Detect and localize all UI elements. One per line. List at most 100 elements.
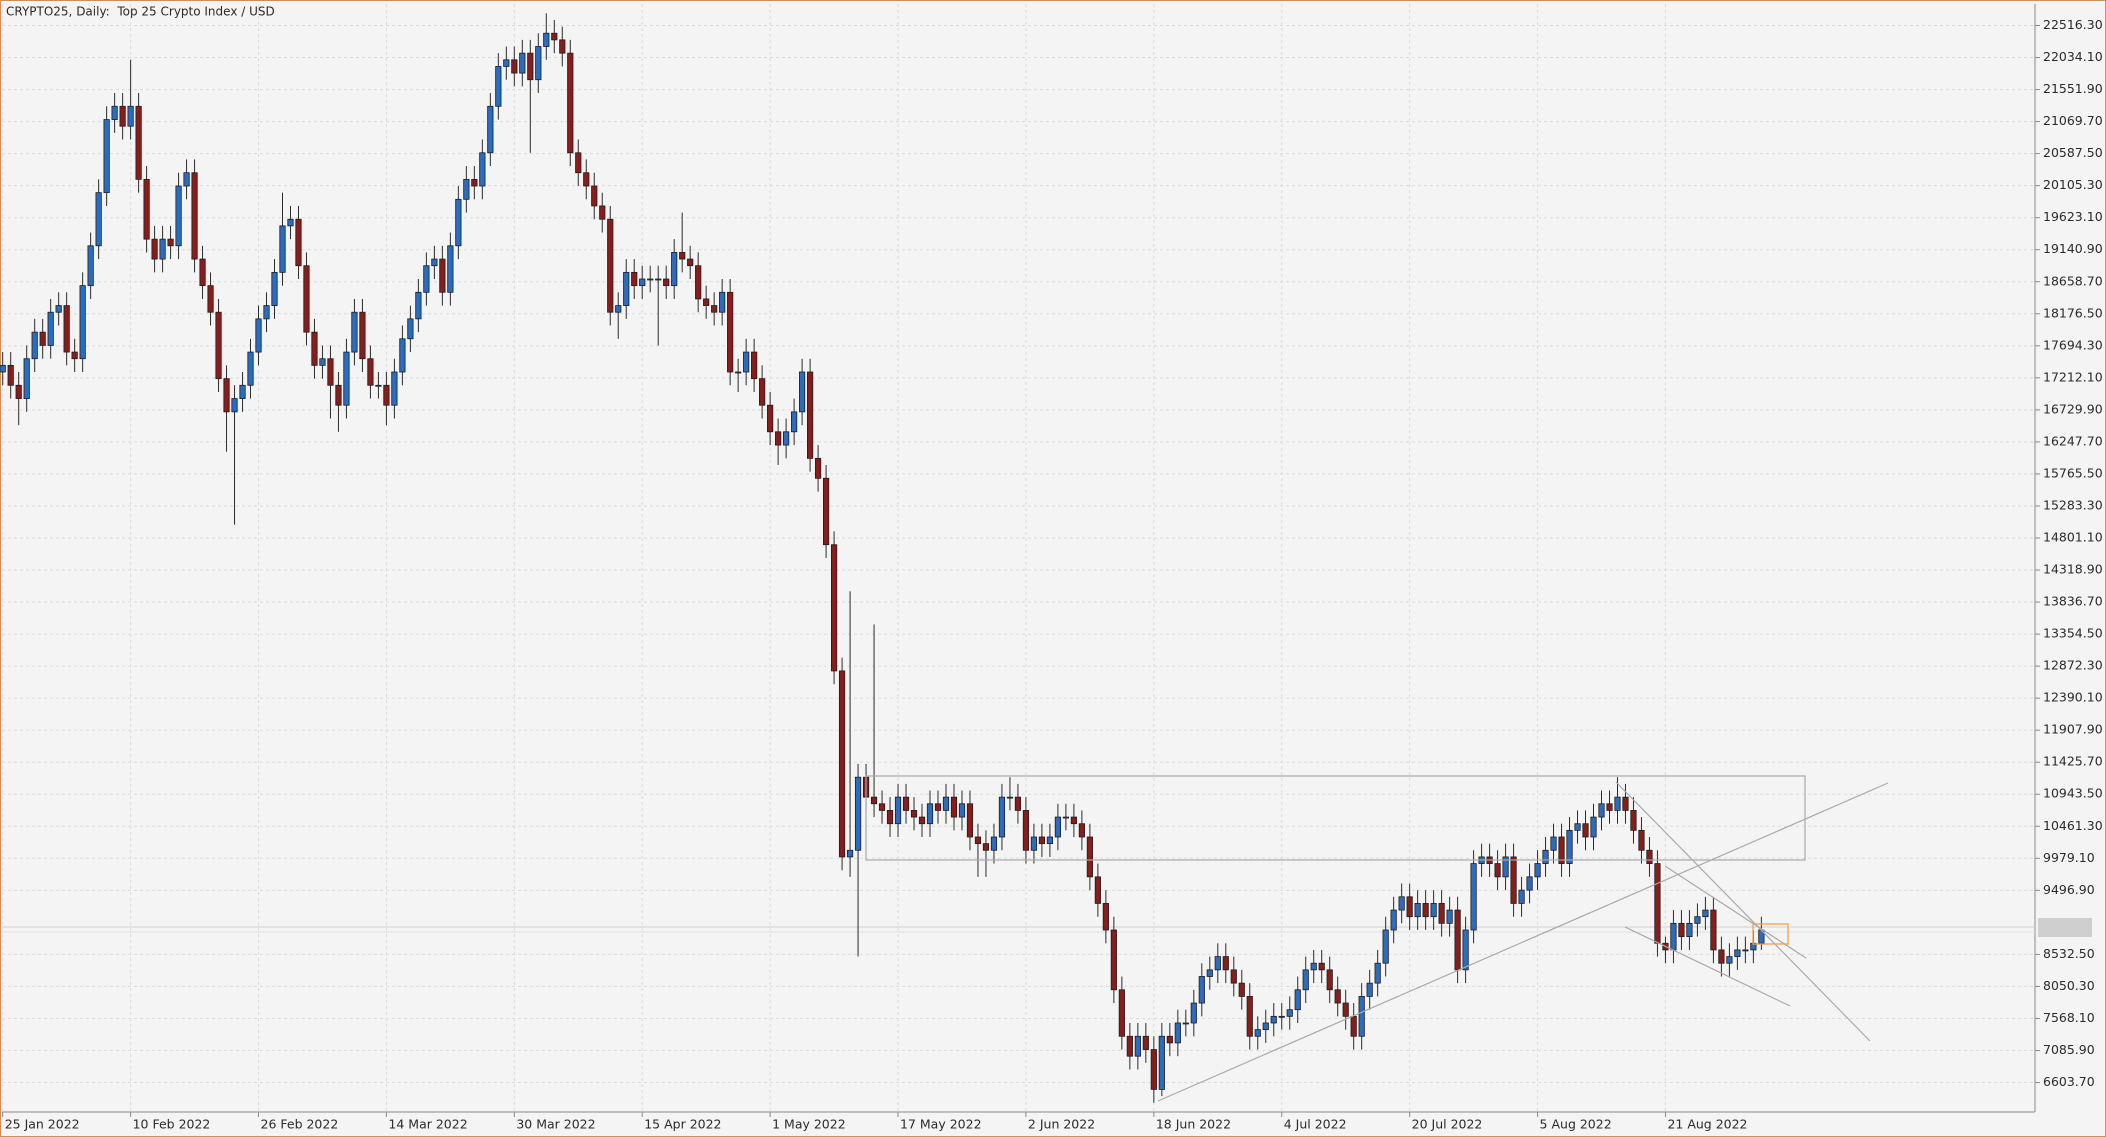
candle-body <box>974 836 982 845</box>
candle-body <box>1398 896 1405 911</box>
candle-body <box>1198 976 1205 1004</box>
candle-body <box>463 178 470 200</box>
candle-body <box>1590 816 1597 838</box>
candle-body <box>1126 1035 1133 1057</box>
candle-body <box>1142 1035 1149 1050</box>
candle-body <box>1134 1035 1141 1057</box>
candle-body <box>319 358 326 366</box>
trend-line <box>1157 782 1889 1102</box>
candle-body <box>1406 896 1413 918</box>
candle-body <box>79 285 86 360</box>
candle-body <box>1246 996 1253 1037</box>
candle-body <box>535 46 542 81</box>
candle-body <box>1286 1009 1293 1017</box>
candle-body <box>575 152 582 174</box>
y-tick-label: 14318.90 <box>2043 562 2103 577</box>
candle-body <box>830 544 838 672</box>
candle-body <box>1702 909 1709 918</box>
candle-body <box>886 810 894 825</box>
x-tick-label: 15 Apr 2022 <box>644 1117 721 1132</box>
candle-body <box>998 796 1006 838</box>
candle-body <box>367 358 374 386</box>
candle-body <box>655 278 662 281</box>
candle-body <box>934 803 942 811</box>
candle-body <box>814 457 822 479</box>
candle-body <box>1086 836 1093 878</box>
candle-body <box>1054 816 1062 838</box>
candle-body <box>1214 956 1221 971</box>
candle-body <box>942 796 950 811</box>
candle-body <box>1390 909 1397 931</box>
candle-body <box>1158 1035 1165 1090</box>
x-tick-label: 30 Mar 2022 <box>516 1117 595 1132</box>
candle-body <box>1518 889 1525 904</box>
candle-body <box>751 351 758 380</box>
candle-body <box>1462 929 1469 971</box>
candle-body <box>799 371 806 413</box>
candle-body <box>559 39 566 54</box>
candle-body <box>199 258 206 287</box>
candle-body <box>1358 996 1365 1037</box>
candle-body <box>295 218 302 267</box>
y-tick-label: 18658.70 <box>2043 273 2103 288</box>
candle-body <box>982 843 990 851</box>
candle-body <box>503 59 510 67</box>
candle-body <box>7 364 14 386</box>
candle-body <box>687 258 694 267</box>
candle-body <box>1678 922 1685 938</box>
candle-body <box>623 271 630 306</box>
candle-body <box>1102 903 1109 931</box>
candle-body <box>775 431 782 446</box>
y-tick-label: 9496.90 <box>2043 882 2095 897</box>
channel-line <box>1624 926 1791 1007</box>
x-tick-label: 4 Jul 2022 <box>1284 1117 1347 1132</box>
candle-body <box>1454 909 1461 971</box>
candle-body <box>599 205 606 220</box>
candle-body <box>527 52 534 81</box>
y-tick-label: 15283.30 <box>2043 497 2103 512</box>
candle-body <box>383 384 390 406</box>
candle-body <box>1534 863 1541 878</box>
candle-body <box>127 105 134 127</box>
candle-body <box>846 849 854 858</box>
candle-body <box>223 378 230 413</box>
y-tick-label: 19140.90 <box>2043 241 2103 256</box>
y-tick-label: 10461.30 <box>2043 818 2103 833</box>
x-tick-label: 21 Aug 2022 <box>1667 1117 1747 1132</box>
candle-body <box>23 358 30 399</box>
candle-body <box>183 172 190 187</box>
candle-body <box>1422 903 1429 918</box>
candle-body <box>511 59 518 74</box>
candle-body <box>111 105 118 120</box>
candle-body <box>1582 823 1589 838</box>
candle-body <box>1382 929 1389 964</box>
chart-title: CRYPTO25, Daily: Top 25 Crypto Index / U… <box>6 5 275 19</box>
candle-body <box>647 278 654 281</box>
y-tick-label: 11425.70 <box>2043 754 2103 769</box>
candle-body <box>543 32 550 47</box>
candle-body <box>1302 969 1309 991</box>
x-tick-label: 26 Feb 2022 <box>261 1117 339 1132</box>
y-tick-label: 16729.90 <box>2043 401 2103 416</box>
candle-body <box>910 810 918 818</box>
candle-body <box>1694 916 1701 924</box>
candle-body <box>1526 876 1533 891</box>
candle-body <box>950 796 958 818</box>
candle-body <box>1038 836 1046 845</box>
x-tick-label: 1 May 2022 <box>772 1117 846 1132</box>
candle-body <box>143 178 150 240</box>
candle-body <box>191 172 198 260</box>
candle-body <box>1614 796 1621 811</box>
range-box <box>865 775 1806 861</box>
candle-body <box>1278 1015 1285 1018</box>
candle-body <box>287 218 294 227</box>
y-tick-label: 8050.30 <box>2043 978 2095 993</box>
candle-body <box>1550 836 1557 851</box>
candle-body <box>95 192 102 247</box>
candle-body <box>711 305 718 313</box>
x-tick-label: 20 Jul 2022 <box>1412 1117 1483 1132</box>
candle-body <box>1094 876 1101 904</box>
candle-body <box>567 52 574 154</box>
candle-body <box>1558 836 1565 864</box>
